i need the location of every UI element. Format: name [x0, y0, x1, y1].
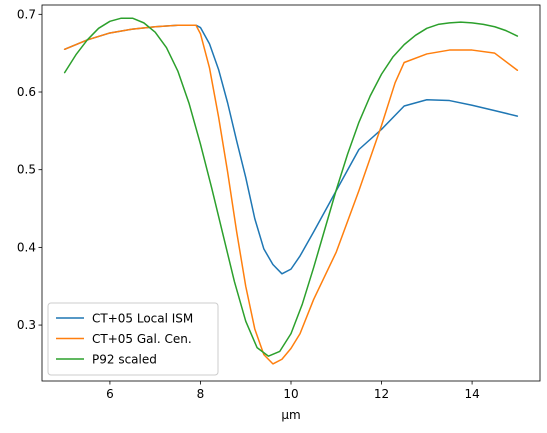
- y-tick-label: 0.3: [17, 318, 36, 332]
- x-tick-label: 14: [464, 387, 479, 401]
- series-line-2: [63, 17, 519, 357]
- x-tick-label: 12: [374, 387, 389, 401]
- y-tick-label: 0.5: [17, 163, 36, 177]
- legend: CT+05 Local ISM CT+05 Gal. Cen. P92 scaled: [47, 302, 219, 376]
- legend-label-0: CT+05 Local ISM: [92, 312, 193, 326]
- x-axis: 6 8 10 12 14: [106, 381, 480, 401]
- legend-box: [47, 302, 219, 376]
- y-tick-label: 0.7: [17, 7, 36, 21]
- y-axis: 0.3 0.4 0.5 0.6 0.7: [17, 7, 42, 332]
- legend-label-1: CT+05 Gal. Cen.: [92, 332, 192, 346]
- y-tick-label: 0.6: [17, 85, 36, 99]
- y-tick-label: 0.4: [17, 240, 36, 254]
- series-layer: [63, 17, 519, 365]
- legend-label-2: P92 scaled: [92, 353, 157, 367]
- x-axis-label: µm: [281, 408, 300, 422]
- x-tick-label: 10: [283, 387, 298, 401]
- x-tick-label: 6: [106, 387, 114, 401]
- series-line-1: [63, 24, 519, 365]
- x-tick-label: 8: [197, 387, 205, 401]
